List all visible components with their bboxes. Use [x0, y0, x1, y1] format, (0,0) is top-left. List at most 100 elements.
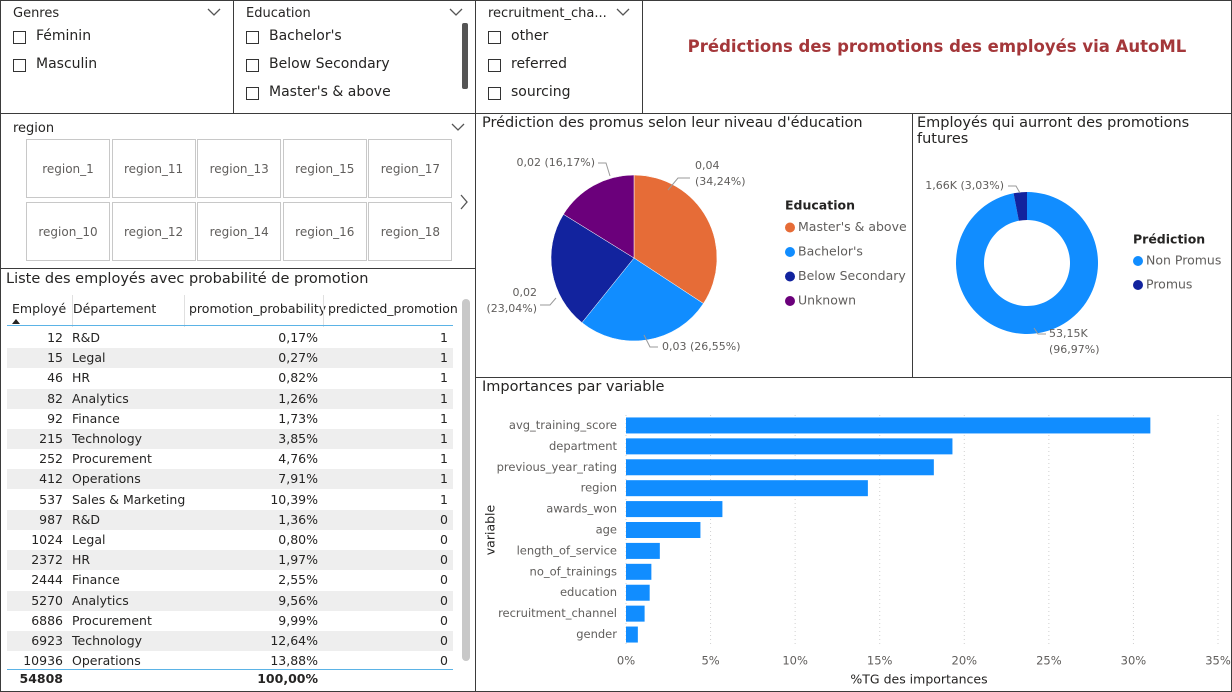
x-tick-label: 20%	[952, 654, 978, 668]
table-cell: HR	[72, 370, 91, 386]
table-cell: 987	[39, 511, 63, 527]
leader-line	[1008, 185, 1021, 194]
region-button[interactable]: region_13	[197, 139, 282, 198]
y-axis-label: variable	[483, 504, 498, 555]
table-cell: 1	[440, 370, 448, 386]
checkbox[interactable]	[488, 31, 501, 44]
table-row	[7, 489, 453, 510]
slicer-item[interactable]: Féminin	[36, 28, 92, 44]
y-tick-label: previous_year_rating	[497, 460, 617, 474]
chevron[interactable]	[616, 7, 630, 17]
table-cell: 1,36%	[278, 511, 318, 527]
y-tick-label: age	[596, 523, 617, 537]
column-header[interactable]: predicted_promotion	[328, 301, 458, 316]
scrollbar[interactable]	[462, 299, 470, 661]
table-row	[7, 388, 453, 409]
y-tick-label: avg_training_score	[509, 418, 617, 432]
region-button[interactable]: region_16	[282, 202, 367, 261]
checkbox[interactable]	[246, 31, 259, 44]
table-cell: 0	[440, 592, 448, 608]
column-divider	[323, 295, 324, 327]
slicer-item[interactable]: other	[511, 28, 549, 44]
table-cell: 82	[47, 390, 63, 406]
slicer-item[interactable]: sourcing	[511, 84, 571, 100]
legend-marker	[785, 271, 795, 282]
legend-title: Education	[785, 198, 855, 213]
region-button[interactable]: region_17	[368, 139, 453, 198]
table-cell: 0	[440, 552, 448, 568]
table-cell: 1,97%	[278, 552, 318, 568]
column-divider	[72, 295, 73, 327]
y-tick-label: region	[581, 481, 617, 495]
region-button[interactable]: region_18	[368, 202, 453, 261]
x-axis-label: %TG des importances	[850, 672, 987, 687]
region-button[interactable]: region_15	[282, 139, 367, 198]
bar	[626, 542, 660, 559]
table-cell: 10936	[23, 653, 63, 669]
sort-arrow	[12, 319, 20, 324]
chevron[interactable]	[207, 7, 221, 17]
next-arrow[interactable]	[459, 194, 469, 210]
table-cell: 9,56%	[278, 592, 318, 608]
chevron[interactable]	[449, 7, 463, 17]
slicer-panel: recruitment_cha...other referred sourcing	[475, 0, 643, 114]
scrollbar[interactable]	[462, 23, 468, 89]
table-cell: Finance	[72, 410, 120, 426]
chart-title: Employés qui aurront des promotions futu…	[917, 115, 1190, 147]
bar	[626, 438, 953, 455]
legend-label: Unknown	[798, 293, 856, 308]
table-cell: 0	[440, 572, 448, 588]
region-button[interactable]: region_1	[26, 139, 110, 198]
bar	[626, 626, 638, 643]
checkbox[interactable]	[246, 59, 259, 72]
legend-marker	[1133, 280, 1143, 290]
chevron[interactable]	[451, 122, 465, 132]
leader-line	[1033, 327, 1046, 335]
region-button[interactable]: region_12	[111, 202, 196, 261]
checkbox[interactable]	[13, 31, 26, 44]
column-header[interactable]: Département	[73, 301, 157, 316]
table-cell: 7,91%	[278, 471, 318, 487]
bar	[626, 563, 652, 580]
table-cell: 2,55%	[278, 572, 318, 588]
column-header[interactable]: promotion_probability	[189, 301, 327, 316]
slicer-item[interactable]: Bachelor's	[269, 28, 342, 44]
total-cell: 54808	[19, 671, 64, 686]
table-cell: 13,88%	[270, 653, 318, 669]
table-cell: 0,82%	[278, 370, 318, 386]
checkbox[interactable]	[246, 87, 259, 100]
data-label: 0,04 (34,24%)	[695, 159, 746, 188]
table-cell: 3,85%	[278, 431, 318, 446]
region-button[interactable]: region_14	[197, 202, 282, 261]
x-tick-label: 0%	[617, 654, 635, 668]
bar	[626, 522, 701, 538]
legend-marker	[785, 222, 795, 233]
slice	[550, 213, 635, 323]
table-cell: 537	[39, 491, 63, 507]
table-row	[7, 530, 453, 550]
table-cell: 12	[47, 330, 63, 345]
region-button[interactable]: region_10	[26, 202, 110, 261]
data-label: 1,66K (3,03%)	[925, 179, 1004, 192]
slicer-item[interactable]: Master's & above	[269, 84, 391, 100]
checkbox[interactable]	[488, 87, 501, 100]
legend-title: Prédiction	[1133, 232, 1205, 247]
checkbox[interactable]	[488, 59, 501, 72]
slicer-item[interactable]: referred	[511, 56, 568, 72]
slicer-item[interactable]: Masculin	[36, 56, 98, 72]
total-cell: 100,00%	[257, 671, 318, 686]
dashboard-title: Prédictions des promotions des employés …	[687, 37, 1187, 56]
table-cell: 15	[47, 350, 63, 366]
column-header[interactable]: Employé	[12, 301, 67, 316]
checkbox[interactable]	[13, 59, 26, 72]
region-button[interactable]: region_11	[111, 139, 196, 198]
table-cell: 0	[440, 653, 448, 669]
table-cell: 0,17%	[278, 330, 318, 345]
slice	[1013, 192, 1027, 221]
slicer-title: recruitment_cha...	[488, 6, 607, 21]
table-cell: 0	[440, 532, 448, 547]
table-cell: 215	[39, 431, 63, 446]
table-cell: Analytics	[72, 592, 129, 608]
slicer-item[interactable]: Below Secondary	[269, 56, 390, 72]
slicer-title: Genres	[13, 6, 60, 21]
